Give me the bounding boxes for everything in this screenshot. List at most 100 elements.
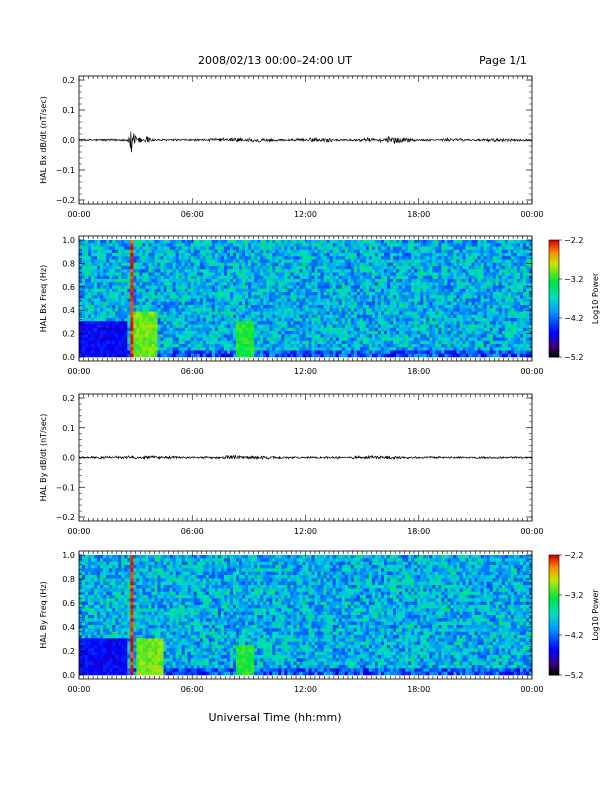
spectrogram-cell [336,253,339,257]
spectrogram-cell [155,247,158,251]
spectrogram-cell [284,305,287,309]
spectrogram-cell [100,269,103,273]
spectrogram-cell [197,273,200,277]
spectrogram-cell [327,318,330,322]
spectrogram-cell [263,286,266,290]
spectrogram-cell [354,321,357,325]
spectrogram-cell [130,312,133,316]
spectrogram-cell [402,286,405,290]
spectrogram-cell [112,269,115,273]
spectrogram-cell [215,250,218,254]
spectrogram-cell [130,250,133,254]
spectrogram-cell [351,240,354,244]
spectrogram-cell [188,279,191,283]
spectrogram-cell [390,344,393,348]
spectrogram-cell [324,341,327,345]
spectrogram-cell [327,269,330,273]
spectrogram-cell [254,279,257,283]
spectrogram-cell [269,315,272,319]
spectrogram-cell [200,269,203,273]
spectrogram-cell [167,263,170,267]
spectrogram-cell [287,347,290,351]
spectrogram-cell [109,347,112,351]
spectrogram-cell [115,325,118,329]
spectrogram-cell [390,354,393,358]
spectrogram-cell [402,295,405,299]
spectrogram-cell [97,338,100,342]
spectrogram-cell [420,295,423,299]
spectrogram-cell [369,325,372,329]
spectrogram-cell [124,347,127,351]
spectrogram-cell [384,299,387,303]
spectrogram-cell [375,351,378,355]
spectrogram-cell [336,299,339,303]
spectrogram-cell [272,334,275,338]
spectrogram-cell [354,305,357,309]
spectrogram-cell [254,260,257,264]
spectrogram-cell [94,250,97,254]
spectrogram-cell [103,305,106,309]
spectrogram-cell [405,260,408,264]
spectrogram-cell [306,263,309,267]
spectrogram-cell [254,325,257,329]
spectrogram-cell [327,341,330,345]
spectrogram-cell [79,266,82,270]
spectrogram-cell [127,318,130,322]
spectrogram-cell [366,315,369,319]
spectrogram-cell [390,331,393,335]
spectrogram-cell [248,354,251,358]
spectrogram-cell [109,354,112,358]
spectrogram-cell [209,247,212,251]
spectrogram-cell [173,354,176,358]
spectrogram-cell [266,250,269,254]
spectrogram-cell [287,247,290,251]
spectrogram-cell [182,250,185,254]
spectrogram-cell [266,276,269,280]
spectrogram-cell [423,266,426,270]
spectrogram-cell [155,308,158,312]
spectrogram-cell [387,351,390,355]
spectrogram-cell [354,250,357,254]
spectrogram-cell [441,321,444,325]
spectrogram-cell [299,341,302,345]
spectrogram-cell [411,344,414,348]
spectrogram-cell [130,263,133,267]
spectrogram-cell [381,247,384,251]
spectrogram-cell [197,260,200,264]
spectrogram-cell [179,328,182,332]
spectrogram-cell [457,351,460,355]
spectrogram-cell [227,243,230,247]
spectrogram-cell [299,260,302,264]
spectrogram-cell [248,266,251,270]
spectrogram-cell [402,318,405,322]
spectrogram-cell [327,305,330,309]
spectrogram-cell [450,305,453,309]
spectrogram-cell [396,240,399,244]
spectrogram-cell [472,282,475,286]
spectrogram-cell [414,269,417,273]
spectrogram-cell [315,325,318,329]
spectrogram-cell [336,292,339,296]
spectrogram-cell [239,328,242,332]
spectrogram-cell [251,279,254,283]
spectrogram-cell [339,328,342,332]
spectrogram-cell [339,250,342,254]
spectrogram-cell [411,312,414,316]
spectrogram-cell [475,318,478,322]
spectrogram-cell [115,266,118,270]
spectrogram-cell [423,295,426,299]
spectrogram-cell [296,328,299,332]
spectrogram-cell [396,338,399,342]
spectrogram-cell [321,315,324,319]
spectrogram-cell [197,344,200,348]
spectrogram-cell [136,351,139,355]
spectrogram-cell [375,247,378,251]
spectrogram-cell [233,312,236,316]
spectrogram-cell [194,279,197,283]
spectrogram-cell [91,354,94,358]
spectrogram-cell [224,354,227,358]
spectrogram-cell [233,273,236,277]
spectrogram-cell [411,315,414,319]
spectrogram-cell [441,260,444,264]
spectrogram-cell [254,250,257,254]
